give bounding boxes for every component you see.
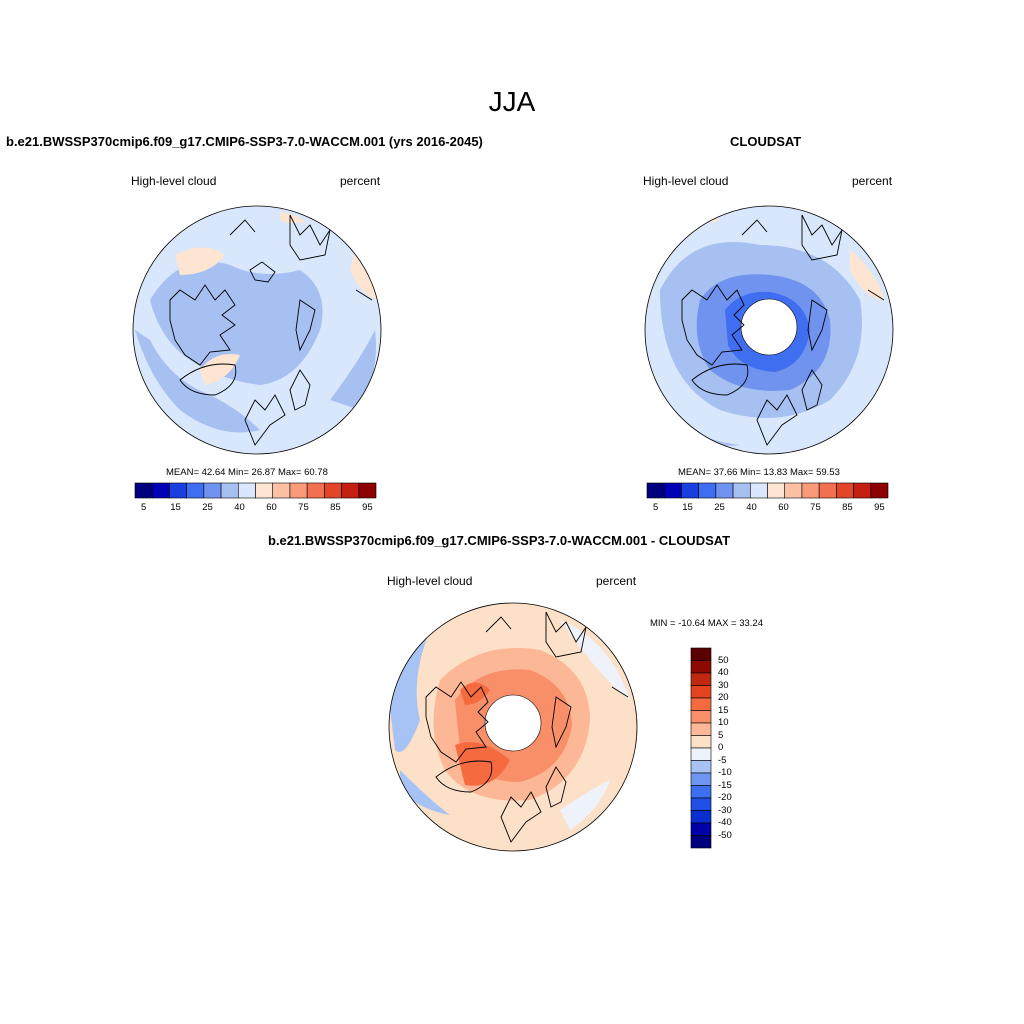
colorbar-cell (690, 760, 712, 774)
colorbar-cell (681, 482, 699, 499)
colorbar-cell (186, 482, 205, 499)
colorbar-tick-label: 10 (718, 717, 729, 728)
colorbar-tick-label: 20 (718, 692, 729, 703)
variable-label-obs: High-level cloud (643, 174, 729, 188)
colorbar-cell (663, 482, 682, 499)
colorbar-cell (341, 482, 360, 499)
units-label-obs: percent (852, 174, 893, 188)
colorbar-cell (358, 482, 377, 499)
stats-model: MEAN= 42.64 Min= 26.87 Max= 60.78 (166, 467, 328, 478)
colorbar-cell (690, 735, 712, 749)
colorbar-cell (289, 482, 308, 499)
main-title: JJA (488, 86, 536, 117)
colorbar-cell (690, 722, 712, 736)
colorbar-cell (690, 835, 712, 849)
units-label-model: percent (340, 174, 381, 188)
colorbar-tick-label: 25 (714, 502, 725, 513)
colorbar-tick-label: 85 (330, 502, 341, 513)
colorbar-cell (698, 482, 717, 499)
colorbar-tick-label: 30 (718, 679, 729, 691)
colorbar-cell (169, 482, 187, 499)
colorbar-cell (255, 482, 274, 499)
polar-map-model (133, 206, 381, 454)
colorbar-cell (801, 482, 820, 499)
colorbar-cell (690, 672, 712, 686)
colorbar-tick-label: 50 (718, 654, 729, 666)
panel-title-model: b.e21.BWSSP370cmip6.f09_g17.CMIP6-SSP3-7… (6, 134, 483, 149)
colorbar-cell (151, 482, 170, 499)
colorbar-tick-label: -50 (718, 829, 732, 841)
colorbar-cell (690, 660, 712, 674)
colorbar-cell (715, 482, 734, 499)
colorbar-tick-label: 15 (682, 502, 693, 513)
colorbar-cell (134, 482, 153, 499)
panel-title-obs: CLOUDSAT (730, 134, 802, 149)
colorbar-diff (690, 647, 712, 849)
colorbar-tick-label: 75 (298, 502, 309, 513)
colorbar-tick-label: 0 (718, 742, 724, 753)
colorbar-cell (690, 822, 712, 836)
colorbar-tick-label: 60 (266, 502, 277, 513)
colorbar-tick-label: 95 (874, 502, 885, 513)
colorbar-cell (690, 797, 712, 811)
colorbar-cell (220, 482, 239, 499)
stats-diff: MIN = -10.64 MAX = 33.24 (650, 618, 764, 629)
coastlines-obs (681, 214, 885, 446)
colorbar-tick-label: 85 (842, 502, 853, 513)
colorbar-tick-label: 15 (170, 502, 181, 513)
colorbar-cell (237, 482, 256, 499)
colorbar-cell (324, 482, 342, 499)
colorbar-cell (272, 482, 291, 499)
colorbar-tick-label: -10 (718, 767, 732, 778)
colorbar-cell (646, 482, 665, 499)
colorbar-cell (690, 810, 712, 824)
polar-map-diff (389, 603, 637, 851)
colorbar-cell (690, 710, 712, 724)
colorbar-tick-label: -5 (718, 754, 727, 766)
colorbar-tick-label: 15 (718, 704, 729, 716)
colorbar-cell (784, 482, 803, 499)
colorbar-cell (203, 482, 222, 499)
colorbar-tick-label: 5 (140, 502, 147, 513)
colorbar-tick-label: 95 (362, 502, 373, 513)
colorbar-tick-label: -30 (718, 804, 732, 816)
panel-title-diff: b.e21.BWSSP370cmip6.f09_g17.CMIP6-SSP3-7… (268, 533, 731, 548)
colorbar-cell (732, 482, 751, 499)
colorbar-model (134, 482, 377, 499)
colorbar-cell (690, 647, 712, 661)
colorbar-cell (836, 482, 854, 499)
colorbar-cell (690, 772, 712, 786)
colorbar-tick-label: 40 (746, 502, 757, 513)
polar-map-obs (645, 206, 893, 454)
colorbar-tick-label: 5 (652, 502, 659, 513)
colorbar-obs (646, 482, 889, 499)
units-label-diff: percent (596, 574, 637, 588)
colorbar-tick-label: 5 (718, 729, 724, 741)
colorbar-tick-label: 40 (234, 502, 245, 513)
variable-label-model: High-level cloud (131, 174, 217, 188)
coastlines-model (169, 214, 373, 446)
colorbar-cell (818, 482, 837, 499)
colorbar-cell (306, 482, 325, 499)
colorbar-tick-label: 60 (778, 502, 789, 513)
colorbar-cell (767, 482, 786, 499)
colorbar-cell (853, 482, 872, 499)
colorbar-cell (870, 482, 889, 499)
colorbar-cell (690, 685, 712, 699)
stats-obs: MEAN= 37.66 Min= 13.83 Max= 59.53 (678, 467, 840, 478)
coastlines-diff (425, 611, 629, 843)
colorbar-tick-label: -20 (718, 792, 732, 803)
colorbar-tick-label: -15 (718, 779, 732, 791)
colorbar-cell (749, 482, 768, 499)
variable-label-diff: High-level cloud (387, 574, 473, 588)
colorbar-cell (690, 747, 712, 761)
colorbar-tick-label: 40 (718, 667, 729, 678)
colorbar-tick-label: 25 (202, 502, 213, 513)
colorbar-tick-label: -40 (718, 817, 732, 828)
colorbar-cell (690, 785, 712, 799)
colorbar-cell (690, 697, 712, 711)
colorbar-tick-label: 75 (810, 502, 821, 513)
